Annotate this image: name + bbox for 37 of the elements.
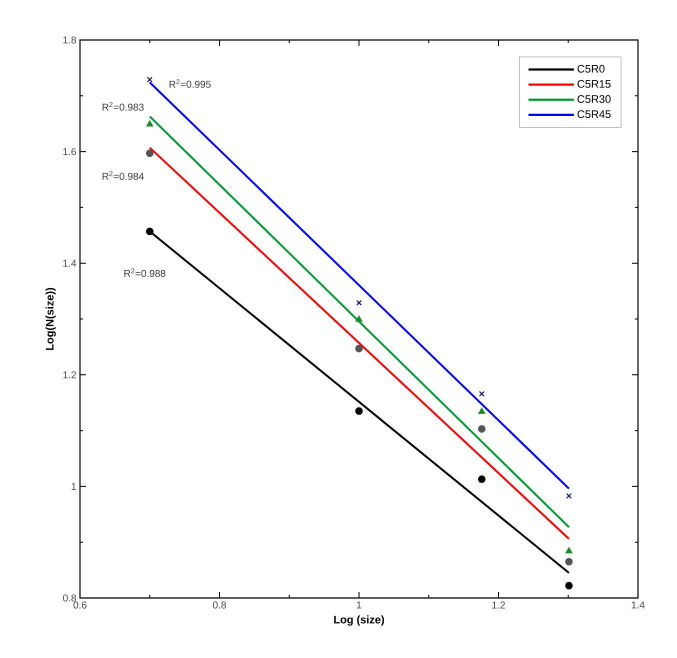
y-tick-label: 1 <box>72 482 76 490</box>
point <box>355 407 363 415</box>
point <box>146 228 154 236</box>
y-tick-label: 1.8 <box>63 36 76 44</box>
point <box>566 493 572 499</box>
y-tick-label: 1.6 <box>63 148 76 156</box>
point <box>478 425 486 433</box>
y-tick-label: 1.2 <box>63 371 76 378</box>
point <box>146 149 154 158</box>
x-tick-label: 1 <box>356 602 362 608</box>
point <box>478 475 486 483</box>
point <box>478 408 486 414</box>
point <box>565 582 573 590</box>
point <box>566 547 572 554</box>
x-tick-label: 0.8 <box>212 602 226 609</box>
x-tick-label: 1.4 <box>632 602 645 608</box>
point <box>146 76 153 82</box>
point <box>355 344 363 352</box>
y-axis-title: Log(N(size)) <box>46 288 56 350</box>
annotation: R$^{2}$=0.984 <box>102 171 144 180</box>
point <box>356 316 362 322</box>
point <box>356 300 362 306</box>
x-tick-label: 0.6 <box>73 602 86 609</box>
legend-label: C5R30 <box>578 95 611 103</box>
x-tick-label: 1.2 <box>492 602 505 608</box>
x-axis-title: Log (size) <box>334 615 384 626</box>
annotation: R$^{2}$=0.988 <box>124 268 166 277</box>
y-tick-label: 0.8 <box>63 594 76 602</box>
legend-label: C5R0 <box>578 64 605 73</box>
point <box>565 558 573 566</box>
legend-label: C5R45 <box>578 110 611 118</box>
y-tick-label: 1.4 <box>63 260 76 267</box>
point <box>146 120 154 126</box>
annotation: R$^{2}$=0.995 <box>170 79 211 88</box>
annotation: R$^{2}$=0.983 <box>102 102 144 111</box>
legend-label: C5R15 <box>578 80 611 88</box>
point <box>478 390 485 397</box>
